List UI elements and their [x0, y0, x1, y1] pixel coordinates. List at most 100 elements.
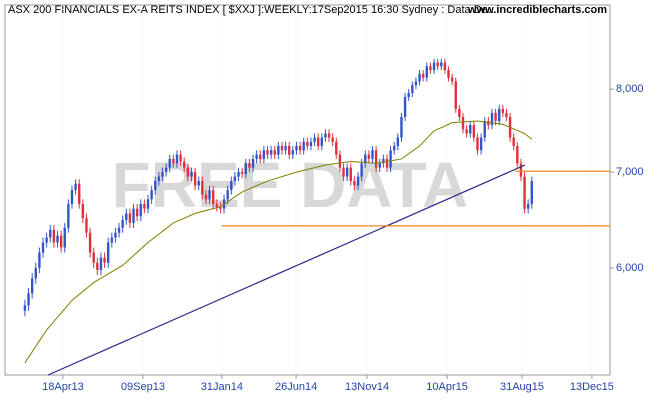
candle-body [316, 137, 320, 147]
candle-body [34, 267, 37, 279]
candle-body [211, 190, 215, 204]
candle-body [45, 237, 48, 243]
candle-body [345, 167, 349, 177]
candle-body [393, 146, 396, 151]
candle-body [179, 154, 182, 162]
candle-body [150, 190, 153, 200]
candle-body [197, 181, 200, 186]
candle-body [302, 141, 305, 151]
candle-body [523, 176, 526, 209]
candle-body [103, 257, 106, 263]
candle-body [331, 137, 334, 142]
candle-body [461, 116, 465, 130]
candle-body [498, 108, 501, 122]
candle-body [273, 150, 276, 155]
candle-body [425, 66, 428, 78]
x-tick-label: 18Apr13 [42, 381, 84, 393]
x-tick-label: 09Sep13 [121, 381, 165, 393]
candle-body [266, 150, 269, 155]
candle-body [172, 158, 175, 164]
candle-body [161, 172, 164, 177]
candle-body [38, 252, 41, 268]
candle-body [335, 141, 338, 155]
candle-body [309, 141, 313, 147]
candle-body [139, 203, 142, 217]
candle-body [436, 62, 439, 67]
candle-body [288, 146, 291, 155]
candle-body [371, 150, 374, 159]
candle-body [403, 96, 407, 117]
candle-body [479, 137, 483, 151]
candle-body [183, 161, 186, 168]
candle-body [269, 150, 273, 155]
candle-body [204, 194, 208, 200]
x-tick-label: 26Jun14 [275, 381, 317, 393]
candle-body [262, 150, 266, 159]
y-tick-label: 6,000 [616, 262, 644, 274]
candle-body [450, 77, 454, 82]
candle-body [74, 183, 77, 191]
candle-body [30, 278, 34, 294]
candle-body [240, 172, 244, 174]
candle-body [233, 176, 237, 182]
candle-body [146, 199, 150, 209]
candle-body [429, 66, 432, 71]
candle-body [530, 181, 533, 204]
candle-body [157, 176, 161, 182]
y-tick-label: 7,000 [616, 166, 644, 178]
candle-body [526, 203, 530, 209]
source-label: www.incrediblecharts.com [467, 4, 607, 16]
candle-body [114, 232, 117, 238]
candle-body [389, 150, 392, 168]
candle-body [512, 137, 515, 147]
candle-body [519, 163, 523, 177]
candle-body [201, 181, 204, 195]
candle-body [110, 237, 114, 243]
candle-body [313, 137, 316, 142]
candle-body [382, 158, 385, 164]
candle-body [385, 158, 389, 168]
candle-body [458, 108, 461, 117]
candle-body [443, 62, 447, 71]
candle-body [125, 213, 128, 221]
candle-body [472, 125, 476, 138]
candle-body [251, 158, 255, 168]
x-tick-label: 13Nov14 [345, 381, 389, 393]
candle-body [23, 305, 27, 311]
candle-body [374, 150, 378, 168]
plot-frame [4, 4, 611, 376]
candle-body [494, 112, 497, 122]
candle-body [277, 146, 280, 155]
candle-body [193, 172, 197, 186]
candle-body [226, 190, 229, 200]
candle-body [81, 203, 85, 219]
candle-body [324, 133, 327, 138]
candle-body [483, 121, 486, 138]
candle-body [128, 213, 132, 223]
candle-body [364, 154, 367, 164]
candle-body [411, 85, 414, 94]
candle-body [164, 167, 168, 173]
candle-body [255, 154, 258, 159]
candle-body [248, 163, 251, 168]
x-tick-label: 13Dec15 [570, 381, 614, 393]
candle-body [85, 218, 88, 233]
x-tick-label: 31Aug15 [500, 381, 544, 393]
candle-body [41, 242, 45, 253]
candle-body [259, 154, 262, 159]
candle-body [469, 125, 472, 134]
candle-body [78, 183, 81, 204]
trend-line [47, 164, 526, 376]
moving-average [24, 120, 533, 364]
candle-body [516, 146, 519, 164]
candle-body [63, 227, 66, 248]
candle-body [487, 121, 490, 126]
candle-body [99, 257, 103, 270]
candle-body [353, 181, 356, 186]
candle-body [298, 146, 302, 151]
candle-body [190, 172, 193, 177]
candle-body [237, 172, 240, 177]
candle-body [135, 208, 139, 217]
candle-body [52, 229, 56, 243]
candle-body [447, 70, 450, 78]
